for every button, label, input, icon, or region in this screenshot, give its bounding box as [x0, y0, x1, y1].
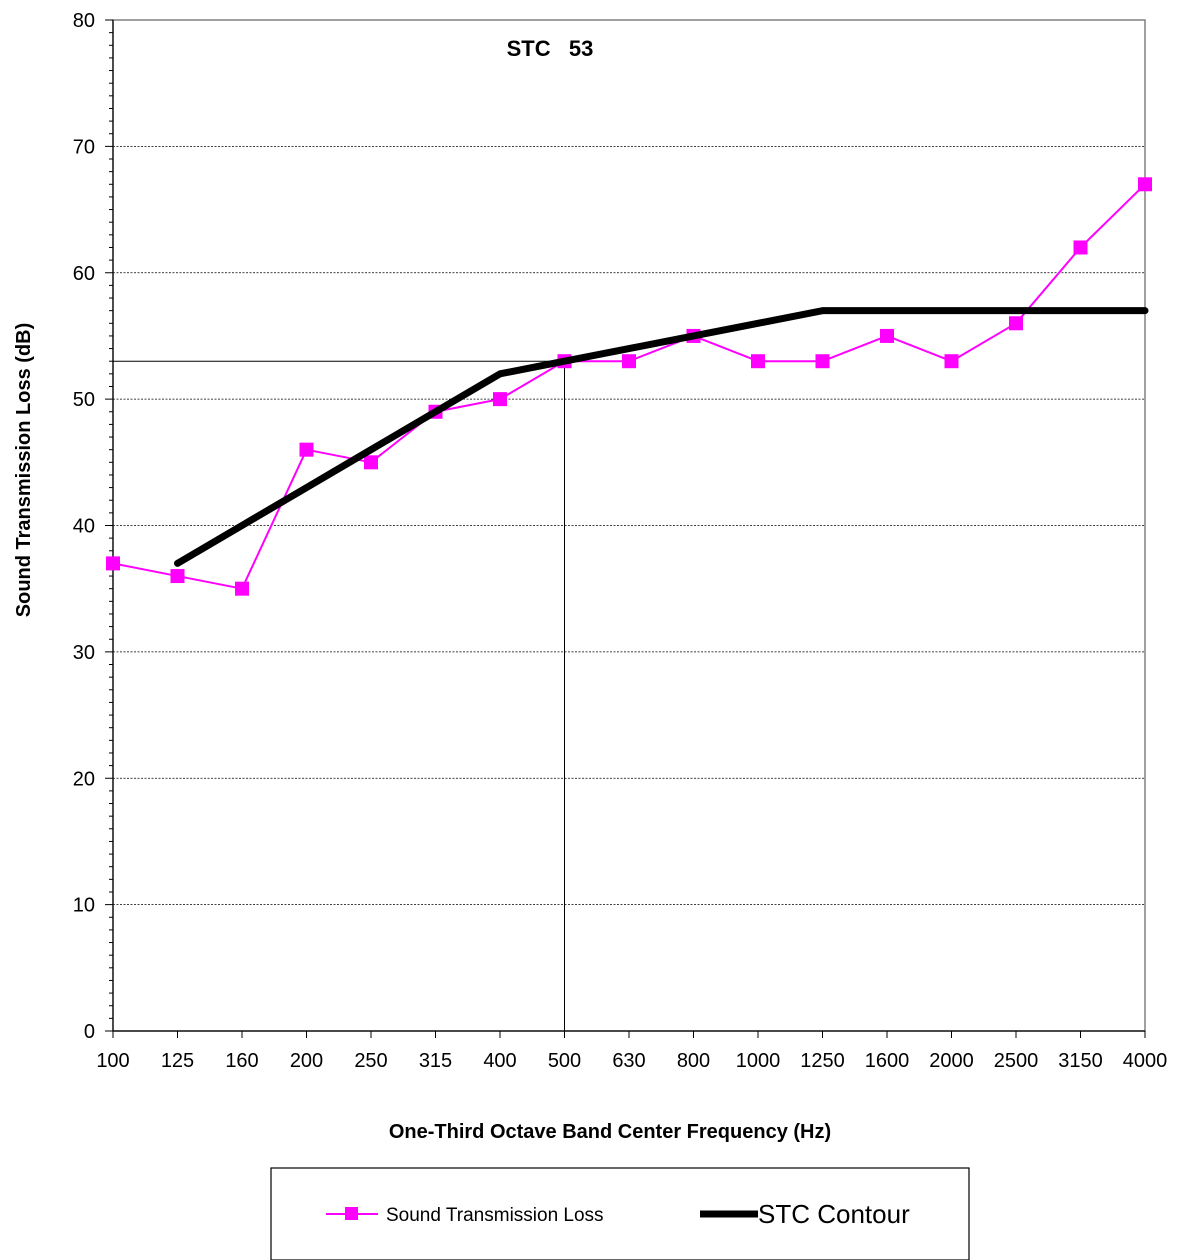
x-tick-label-200: 200	[290, 1050, 323, 1072]
y-tick-label-60: 60	[73, 263, 95, 285]
x-tick-label-160: 160	[225, 1050, 258, 1072]
y-tick-label-80: 80	[73, 10, 95, 32]
x-tick-label-315: 315	[419, 1050, 452, 1072]
y-tick-label-0: 0	[84, 1021, 95, 1043]
legend: Sound Transmission Loss STC Contour	[270, 1167, 970, 1260]
legend-box	[270, 1167, 970, 1260]
x-tick-label-800: 800	[677, 1050, 710, 1072]
stl-marker-1600	[880, 328, 894, 343]
stl-marker-400	[493, 392, 507, 407]
y-tick-label-30: 30	[73, 642, 95, 664]
axes	[105, 19, 1146, 1038]
stl-marker-200	[299, 442, 314, 457]
reference-lines	[113, 360, 565, 1031]
stl-marker-125	[170, 569, 185, 584]
x-tick-label-500: 500	[548, 1050, 581, 1072]
x-tick-label-630: 630	[612, 1050, 645, 1072]
legend-swatch-stl-marker	[345, 1207, 358, 1220]
stl-marker-250	[364, 455, 378, 470]
x-tick-label-1250: 1250	[800, 1050, 845, 1072]
legend-label-stl: Sound Transmission Loss	[386, 1205, 604, 1226]
x-axis-title: One-Third Octave Band Center Frequency (…	[389, 1121, 831, 1143]
y-axis-title: Sound Transmission Loss (dB)	[13, 323, 35, 617]
x-tick-label-250: 250	[354, 1050, 387, 1072]
stc-annotation: STC 53	[507, 36, 594, 61]
stl-marker-2000	[944, 354, 959, 369]
x-tick-label-3150: 3150	[1058, 1050, 1103, 1072]
y-tick-label-10: 10	[73, 895, 95, 917]
y-tick-label-50: 50	[73, 389, 95, 411]
x-tick-label-100: 100	[96, 1050, 129, 1072]
x-tick-label-2000: 2000	[929, 1050, 974, 1072]
series	[106, 177, 1152, 596]
x-tick-label-1600: 1600	[865, 1050, 910, 1072]
stl-marker-1250	[815, 354, 830, 369]
x-tick-label-4000: 4000	[1123, 1050, 1168, 1072]
gridlines	[113, 145, 1145, 906]
x-tick-label-2500: 2500	[994, 1050, 1039, 1072]
y-tick-label-70: 70	[73, 136, 95, 158]
stl-series-line	[112, 183, 1146, 590]
stc-contour-line	[174, 307, 1149, 567]
stl-marker-630	[622, 354, 636, 369]
tick-labels: 0 10 20 30 40 50 60 70 80 100 125 160 200 250 315 400 50…	[73, 10, 1168, 1072]
legend-label-stc-contour: STC Contour	[758, 1199, 910, 1229]
stl-marker-100	[106, 556, 120, 571]
x-tick-label-400: 400	[483, 1050, 516, 1072]
stl-marker-4000	[1138, 177, 1152, 192]
x-tick-label-125: 125	[161, 1050, 194, 1072]
stl-marker-2500	[1009, 316, 1023, 331]
stl-marker-3150	[1073, 240, 1088, 255]
stl-marker-1000	[751, 354, 765, 369]
y-tick-label-40: 40	[73, 516, 95, 538]
x-tick-label-1000: 1000	[736, 1050, 781, 1072]
y-tick-label-20: 20	[73, 768, 95, 790]
stl-marker-160	[235, 581, 249, 596]
